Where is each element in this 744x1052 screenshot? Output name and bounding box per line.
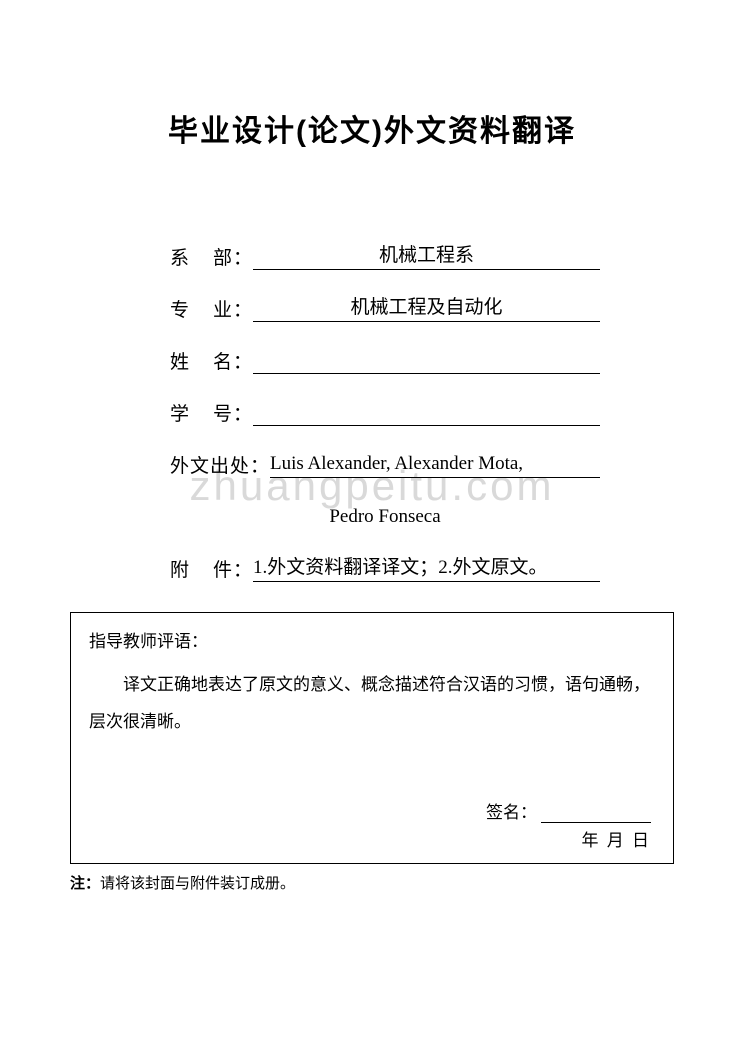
label-source: 外文出处： (170, 451, 270, 478)
value-source-line2: Pedro Fonseca (265, 506, 506, 530)
label-name: 姓 名： (170, 347, 253, 374)
value-name (253, 352, 600, 374)
form-row-name: 姓 名： (170, 344, 600, 374)
form-row-attachment: 附 件： 1.外文资料翻译译文；2.外文原文。 (170, 552, 600, 582)
value-studentno (253, 404, 600, 426)
label-attachment: 附 件： (170, 555, 253, 582)
form-row-source1: 外文出处： Luis Alexander, Alexander Mota, (170, 448, 600, 478)
date-row: 年 月 日 (582, 826, 652, 851)
form-row-major: 专 业： 机械工程及自动化 (170, 292, 600, 322)
value-major: 机械工程及自动化 (253, 292, 600, 322)
label-studentno: 学 号： (170, 399, 253, 426)
page-title: 毕业设计(论文)外文资料翻译 (0, 0, 744, 150)
form-row-source2: Pedro Fonseca (170, 500, 600, 530)
signature-line (541, 822, 651, 823)
form-row-department: 系 部： 机械工程系 (170, 240, 600, 270)
comment-body: 译文正确地表达了原文的意义、概念描述符合汉语的习惯，语句通畅，层次很清晰。 (89, 666, 655, 741)
note-label: 注： (70, 876, 100, 892)
label-department: 系 部： (170, 243, 253, 270)
value-attachment: 1.外文资料翻译译文；2.外文原文。 (253, 552, 600, 582)
note-row: 注：请将该封面与附件装订成册。 (70, 872, 674, 893)
label-major: 专 业： (170, 295, 253, 322)
comment-box: 指导教师评语： 译文正确地表达了原文的意义、概念描述符合汉语的习惯，语句通畅，层… (70, 612, 674, 864)
form-area: 系 部： 机械工程系 专 业： 机械工程及自动化 姓 名： 学 号： 外文出处：… (170, 240, 600, 582)
form-row-studentno: 学 号： (170, 396, 600, 426)
comment-heading: 指导教师评语： (89, 627, 655, 652)
signature-label: 签名： (486, 798, 537, 823)
signature-row: 签名： (486, 798, 651, 823)
value-source-line1: Luis Alexander, Alexander Mota, (270, 453, 600, 478)
note-text: 请将该封面与附件装订成册。 (100, 876, 295, 892)
value-department: 机械工程系 (253, 240, 600, 270)
